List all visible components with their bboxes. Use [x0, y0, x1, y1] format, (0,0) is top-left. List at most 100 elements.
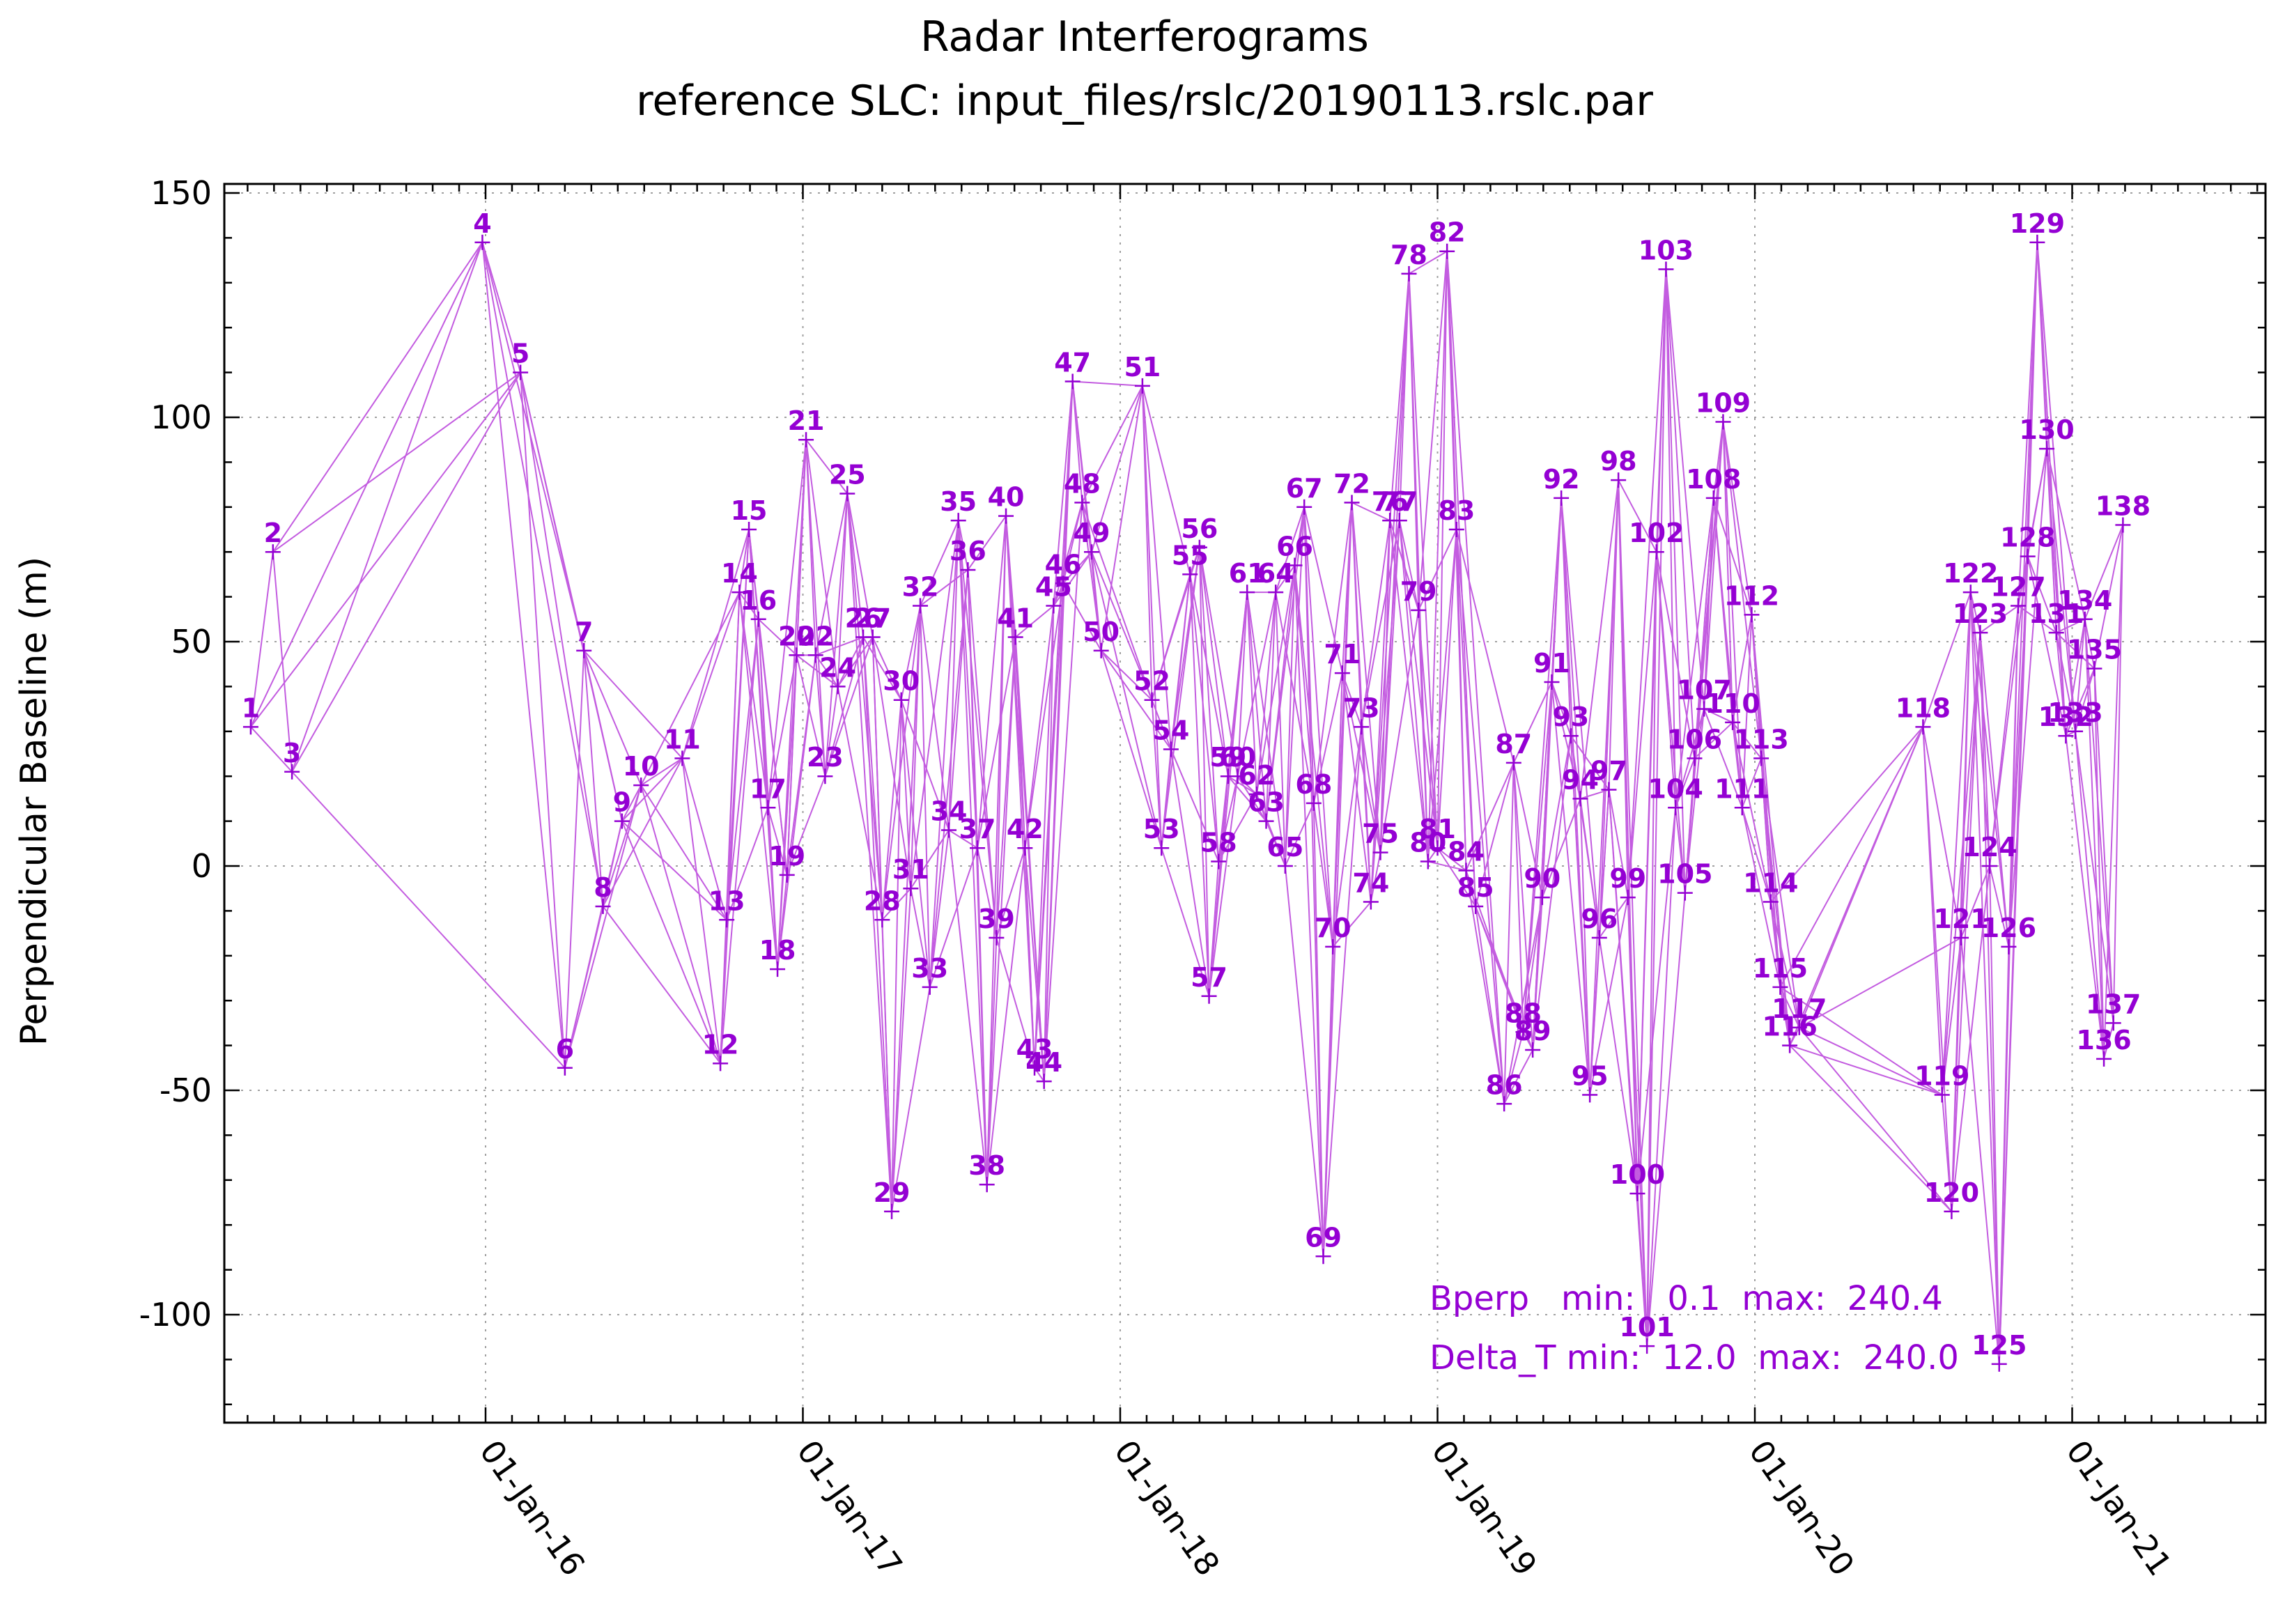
interferogram-edge — [481, 242, 522, 373]
interferogram-edge — [2055, 632, 2077, 732]
interferogram-edge — [1427, 847, 1439, 863]
interferogram-edge — [1043, 605, 1055, 1082]
interferogram-edge — [872, 637, 902, 701]
interferogram-edge — [977, 848, 988, 1185]
interferogram-edge — [1237, 775, 1257, 795]
interferogram-edge — [1024, 848, 1036, 1068]
interferogram-edge — [967, 516, 1007, 571]
y-tick-label: 0 — [192, 847, 212, 885]
interferogram-edge — [583, 650, 683, 759]
interferogram-edge — [1170, 547, 1200, 750]
interferogram-edge — [1361, 727, 1381, 853]
acquisition-label: 91 — [1533, 648, 1570, 679]
acquisition-label: 10 — [623, 751, 660, 782]
interferogram-edge — [1189, 574, 1229, 777]
interferogram-edge — [846, 493, 874, 637]
acquisition-label: 116 — [1762, 1012, 1817, 1042]
y-tick-label: 100 — [150, 399, 212, 436]
interferogram-edge — [1455, 529, 1467, 871]
interferogram-edge — [1332, 502, 1353, 947]
acquisition-label: 86 — [1486, 1069, 1523, 1100]
interferogram-edge — [1081, 385, 1143, 503]
acquisition-label: 14 — [721, 558, 758, 589]
interferogram-edge — [1053, 381, 1074, 606]
interferogram-edge — [1475, 762, 1515, 907]
interferogram-edge — [996, 847, 1026, 938]
interferogram-edge — [1475, 906, 1505, 1104]
acquisition-label: 98 — [1600, 446, 1637, 477]
interferogram-edge — [1198, 547, 1210, 996]
interferogram-edge — [1655, 552, 1686, 893]
interferogram-edge — [1341, 672, 1381, 853]
acquisition-label: 45 — [1035, 571, 1072, 602]
acquisition-label: 101 — [1619, 1312, 1674, 1343]
acquisition-label: 40 — [988, 482, 1025, 513]
interferogram-edge — [1722, 422, 1743, 808]
interferogram-edge — [1170, 574, 1191, 750]
interferogram-edge — [1218, 794, 1257, 863]
acquisition-label: 114 — [1743, 868, 1798, 899]
interferogram-edge — [1769, 902, 1791, 1046]
interferogram-edge — [1969, 592, 2010, 948]
interferogram-edge — [1024, 848, 1045, 1082]
interferogram-edge — [481, 242, 604, 907]
interferogram-edge — [1560, 497, 1581, 799]
interferogram-edge — [977, 848, 998, 938]
acquisition-label: 113 — [1733, 724, 1788, 755]
acquisition-label: 12 — [702, 1029, 739, 1060]
interferogram-edge — [1427, 251, 1448, 862]
interferogram-edge — [2027, 556, 2057, 633]
acquisition-label: 42 — [1007, 814, 1044, 844]
interferogram-edge — [1370, 273, 1410, 902]
interferogram-edge — [2008, 449, 2048, 947]
interferogram-edge — [1081, 502, 1153, 701]
interferogram-edge — [602, 821, 623, 907]
interferogram-edge — [1100, 650, 1153, 701]
interferogram-edge — [583, 650, 623, 821]
interferogram-edge — [1465, 762, 1515, 871]
acquisition-label: 48 — [1064, 468, 1101, 499]
interferogram-edge — [1237, 591, 1277, 777]
bperp-stats: Bperp min: 0.1 max: 240.4 — [1430, 1279, 1943, 1318]
interferogram-edge — [1503, 762, 1515, 1104]
interferogram-edge — [481, 242, 585, 651]
interferogram-edge — [1141, 385, 1163, 849]
acquisition-label: 63 — [1248, 787, 1285, 818]
acquisition-label: 136 — [2076, 1025, 2131, 1055]
acquisition-label: 96 — [1581, 904, 1618, 934]
acquisition-label: 3 — [283, 738, 301, 768]
acquisition-label: 120 — [1924, 1177, 1979, 1208]
x-tick-label: 01-Jan-20 — [1742, 1433, 1862, 1582]
interferogram-edge — [291, 771, 566, 1069]
acquisition-label: 74 — [1352, 868, 1389, 899]
interferogram-edge — [1189, 547, 1200, 575]
interferogram-edge — [814, 493, 849, 656]
interferogram-edge — [814, 655, 826, 777]
interferogram-edge — [2103, 1023, 2114, 1060]
interferogram-edge — [2036, 242, 2077, 732]
interferogram-edge — [986, 848, 1026, 1185]
interferogram-edge — [726, 619, 759, 920]
interferogram-edge — [881, 920, 893, 1212]
interferogram-edge — [564, 650, 585, 1068]
interferogram-edge — [910, 829, 950, 889]
interferogram-edge — [1503, 897, 1543, 1104]
interferogram-edge — [1665, 269, 1677, 808]
acquisition-label: 94 — [1562, 764, 1599, 795]
interferogram-edge — [1341, 672, 1372, 902]
interferogram-edge — [824, 493, 849, 777]
interferogram-edge — [1636, 807, 1677, 1194]
acquisition-label: 125 — [1972, 1330, 2027, 1361]
interferogram-edge — [872, 637, 912, 889]
interferogram-edge — [2075, 731, 2105, 1060]
interferogram-edge — [996, 516, 1007, 938]
interferogram-edge — [1655, 269, 1667, 552]
interferogram-edge — [1712, 497, 1743, 808]
interferogram-edge — [1398, 520, 1420, 611]
interferogram-edge — [1379, 610, 1420, 853]
interferogram-edge — [891, 605, 922, 1212]
acquisition-label: 4 — [473, 208, 491, 239]
acquisition-label: 55 — [1172, 540, 1209, 571]
acquisition-label: 102 — [1629, 518, 1684, 548]
interferogram-edge — [837, 637, 864, 687]
